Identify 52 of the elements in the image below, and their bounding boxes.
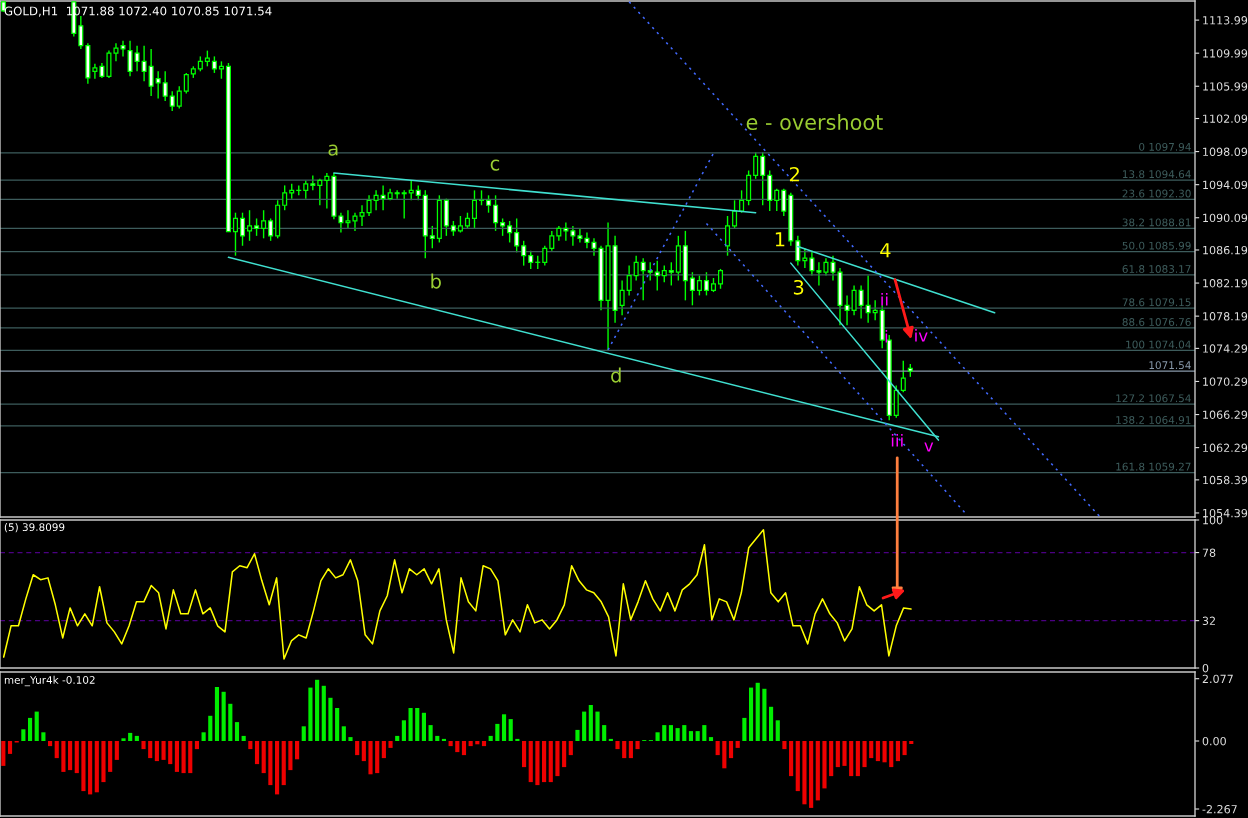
y-tick-label: 78	[1202, 548, 1216, 557]
ref-line-label: 161.8 1059.27	[1116, 462, 1191, 471]
annotation: b	[431, 273, 441, 289]
ref-line-label: 88.6 1076.76	[1122, 318, 1191, 326]
y-tick-label: 0	[1202, 663, 1209, 673]
annotation: 4	[880, 243, 891, 258]
y-tick-label: 100	[1203, 515, 1223, 525]
annotation: e - overshoot	[746, 113, 883, 131]
ref-line-label: 61.8 1083.17	[1122, 265, 1191, 273]
annotation: 3	[793, 279, 804, 295]
ref-line-label: 78.6 1079.15	[1122, 298, 1191, 307]
y-tick-label: 32	[1202, 616, 1215, 626]
y-tick-label: 1082.19	[1203, 279, 1248, 288]
annotation: iv	[915, 328, 928, 342]
ref-line-label: 50.0 1085.99	[1122, 241, 1191, 250]
ref-line-label: 38.2 1088.81	[1122, 218, 1191, 227]
ref-line-label: 0 1097.94	[1139, 142, 1191, 151]
annotation: a	[328, 144, 338, 156]
y-tick-label: 1074.29	[1203, 344, 1248, 353]
annotation: mer_Yur4k -0.102	[4, 675, 95, 687]
y-tick-label: 1070.29	[1203, 377, 1248, 386]
annotation: i	[885, 329, 888, 343]
ref-line-label: 1071.54	[1149, 361, 1191, 370]
annotation: 1	[775, 232, 785, 247]
y-tick-label: 1058.39	[1203, 475, 1248, 485]
annotation: iii	[891, 433, 903, 447]
ref-line-label: 100 1074.04	[1126, 340, 1191, 349]
y-tick-label: 1102.09	[1203, 114, 1248, 123]
ref-line-label: 127.2 1067.54	[1116, 394, 1191, 403]
y-tick-label: 0.00	[1202, 736, 1226, 746]
annotation: d	[611, 367, 621, 383]
y-tick-label: 1066.29	[1203, 410, 1248, 419]
annotation: ii	[881, 292, 888, 306]
ref-line-label: 23.6 1092.30	[1122, 189, 1191, 198]
y-tick-label: 1054.39	[1203, 508, 1248, 518]
y-tick-label: 1109.99	[1203, 49, 1248, 58]
y-tick-label: -2.267	[1202, 804, 1237, 814]
ref-line-label: 13.8 1094.64	[1122, 170, 1191, 179]
y-tick-label: 1062.29	[1203, 443, 1248, 452]
y-tick-label: 1090.09	[1203, 213, 1248, 223]
annotation: 2	[789, 166, 799, 182]
annotation: v	[924, 442, 934, 452]
y-tick-label: 1098.09	[1203, 147, 1248, 156]
annotation: (5) 39.8099	[4, 522, 65, 533]
y-tick-label: 1078.19	[1203, 312, 1248, 321]
annotation: c	[490, 159, 500, 171]
y-tick-label: 1086.19	[1203, 245, 1248, 255]
y-tick-label: 2.077	[1202, 674, 1233, 684]
y-tick-label: 1113.99	[1203, 16, 1248, 25]
y-tick-label: 1105.99	[1203, 82, 1248, 91]
y-tick-label: 1094.09	[1203, 180, 1248, 190]
ref-line-label: 138.2 1064.91	[1116, 416, 1191, 424]
